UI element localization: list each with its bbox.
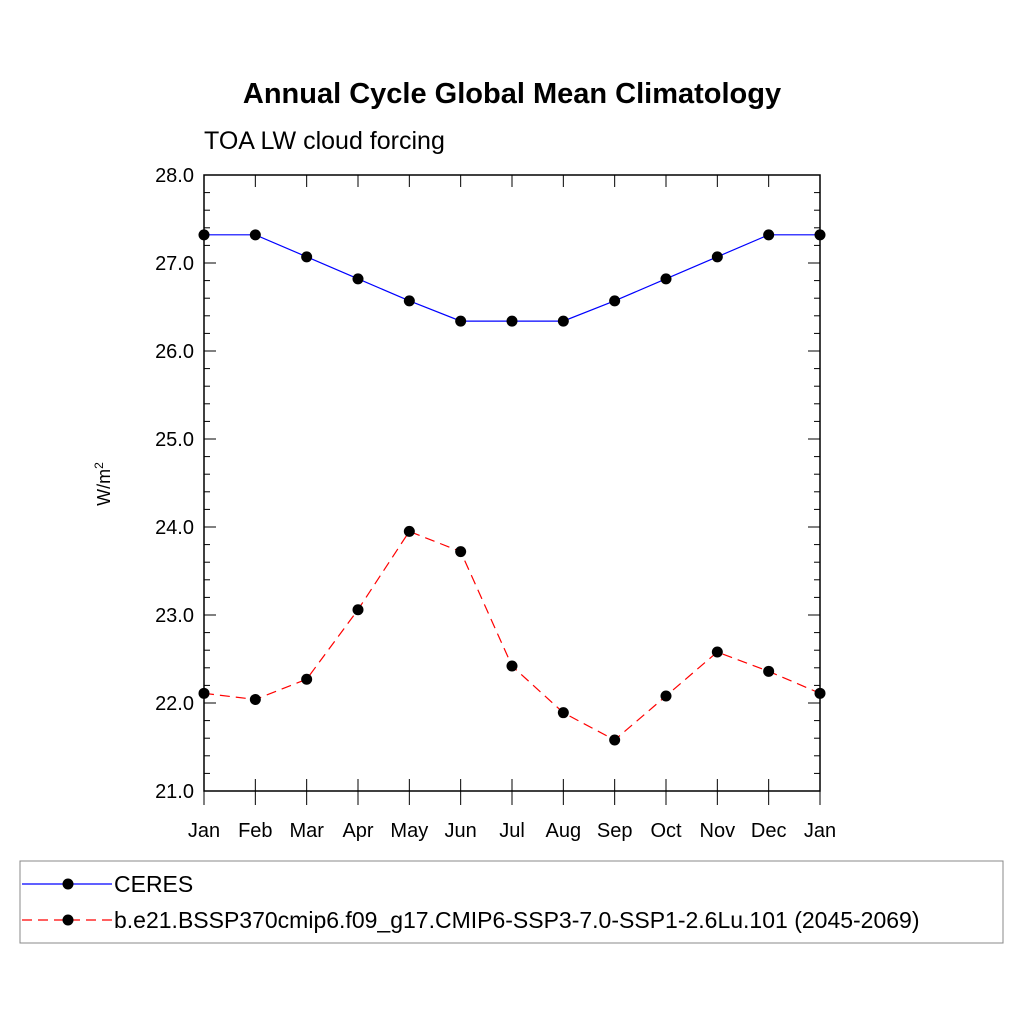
x-tick-label: Sep: [597, 820, 633, 842]
y-tick-label: 25.0: [155, 429, 194, 451]
chart-title: Annual Cycle Global Mean Climatology: [243, 78, 781, 110]
series-1-point: [403, 525, 415, 537]
x-tick-label: Aug: [546, 820, 582, 842]
x-tick-label: Oct: [650, 820, 682, 842]
series-0-point: [249, 229, 261, 241]
series-1-point: [609, 734, 621, 746]
x-tick-label: Jan: [188, 820, 220, 842]
series-1-point: [352, 604, 364, 616]
series-0-point: [352, 273, 364, 285]
series-0-point: [711, 251, 723, 263]
y-tick-label: 22.0: [155, 693, 194, 715]
series-0-point: [557, 315, 569, 327]
y-tick-labels: 21.0 22.0 23.0 24.0 25.0 26.0 27.0 28.0: [155, 165, 194, 803]
series-1-point: [455, 546, 467, 558]
legend: CERES b.e21.BSSP370cmip6.f09_g17.CMIP6-S…: [19, 860, 1004, 944]
series-0-point: [455, 315, 467, 327]
series-0-point: [609, 295, 621, 307]
series-1-point: [763, 665, 775, 677]
legend-marker-ceres: [62, 878, 74, 890]
x-tick-label: Apr: [342, 820, 373, 842]
y-axis-label: W/m2: [92, 462, 114, 506]
y-tick-label: 24.0: [155, 517, 194, 539]
series-1-point: [249, 693, 261, 705]
x-tick-label: May: [390, 820, 428, 842]
series-line-0: [204, 234, 820, 322]
series-1-point: [660, 690, 672, 702]
y-axis-label-superscript: 2: [92, 462, 106, 469]
series-0-point: [763, 229, 775, 241]
series-0-point: [660, 273, 672, 285]
y-tick-label: 21.0: [155, 781, 194, 803]
y-axis-label-text: W/m: [94, 469, 114, 506]
series-0-point: [403, 295, 415, 307]
x-tick-label: Jun: [445, 820, 477, 842]
x-tick-label: Nov: [700, 820, 736, 842]
y-tick-label: 23.0: [155, 605, 194, 627]
series-1-point: [711, 646, 723, 658]
series-layer: [198, 229, 826, 746]
legend-label-ceres: CERES: [114, 871, 193, 897]
series-1-point: [557, 707, 569, 719]
legend-marker-model: [62, 914, 74, 926]
series-1-point: [301, 673, 313, 685]
legend-label-model: b.e21.BSSP370cmip6.f09_g17.CMIP6-SSP3-7.…: [114, 907, 920, 933]
y-tick-label: 26.0: [155, 341, 194, 363]
plot-frame: [203, 174, 821, 792]
series-1-point: [506, 660, 518, 672]
x-tick-label: Jan: [804, 820, 836, 842]
x-tick-label: Jul: [499, 820, 525, 842]
axis-ticks: [203, 174, 821, 805]
y-tick-label: 28.0: [155, 165, 194, 187]
series-0-point: [506, 315, 518, 327]
x-tick-label: Feb: [238, 820, 272, 842]
chart-subtitle: TOA LW cloud forcing: [204, 127, 445, 155]
x-tick-label: Mar: [289, 820, 324, 842]
x-tick-label: Dec: [751, 820, 787, 842]
series-0-point: [301, 251, 313, 263]
y-tick-label: 27.0: [155, 253, 194, 275]
series-line-1: [203, 530, 821, 741]
legend-frame: [19, 860, 1004, 944]
x-tick-labels: Jan Feb Mar Apr May Jun Jul Aug Sep Oct Nov Dec Jan: [188, 820, 836, 842]
